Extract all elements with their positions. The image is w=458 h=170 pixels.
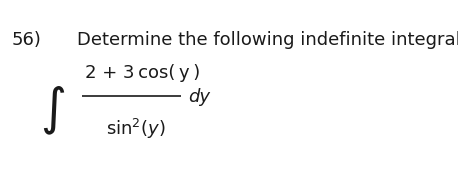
Text: 2 + 3 cos( y ): 2 + 3 cos( y ) — [85, 64, 201, 82]
Text: $\mathrm{sin}^2(y)$: $\mathrm{sin}^2(y)$ — [106, 116, 165, 141]
Text: Determine the following indefinite integral.: Determine the following indefinite integ… — [77, 31, 458, 49]
Text: ∫: ∫ — [40, 86, 66, 134]
Text: dy: dy — [188, 88, 210, 106]
Text: 56): 56) — [11, 31, 42, 49]
